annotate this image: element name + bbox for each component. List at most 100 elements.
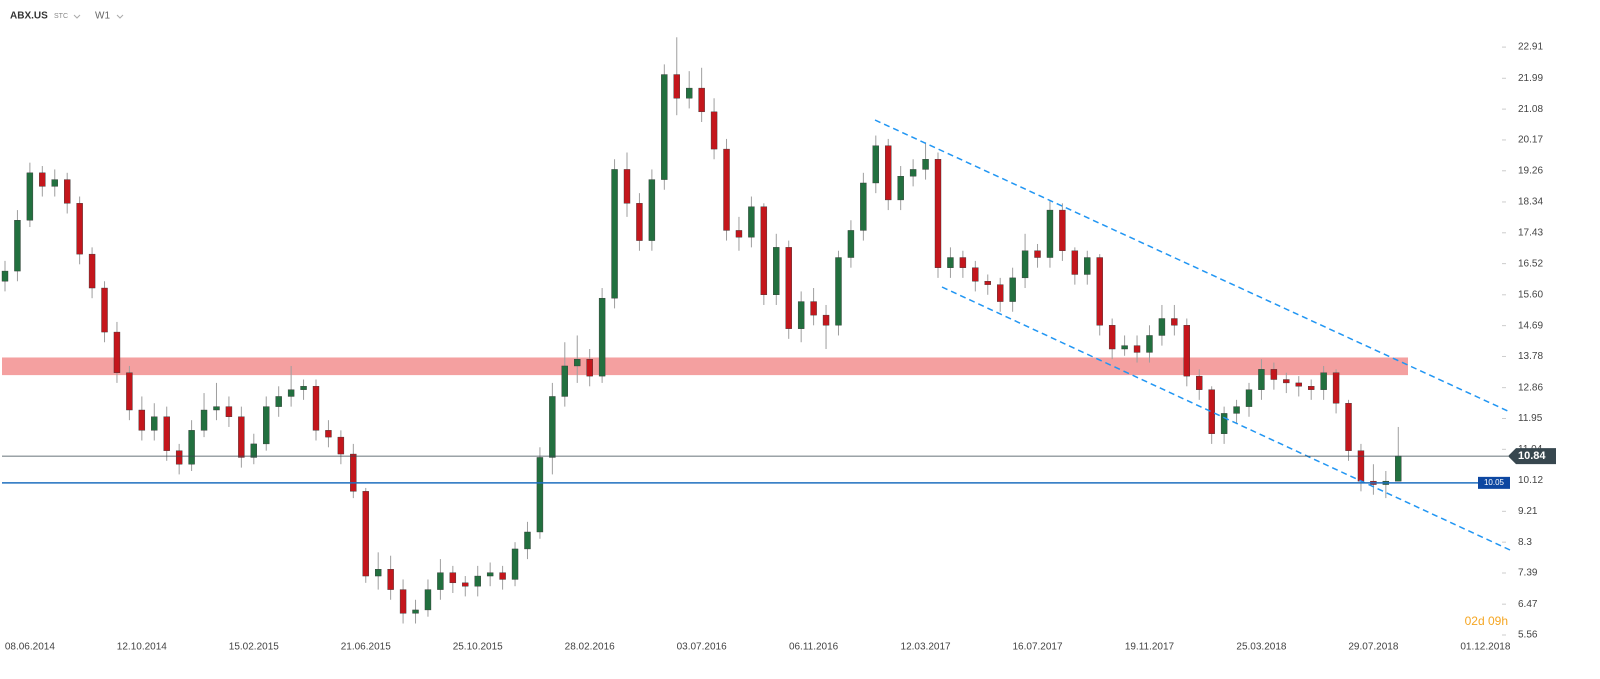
candle-body: [387, 569, 394, 590]
level-badge: [1478, 476, 1510, 489]
last-price-badge: [1508, 448, 1556, 465]
interval[interactable]: W1: [95, 11, 110, 22]
candle-body: [486, 572, 494, 577]
candle-body: [1133, 345, 1141, 353]
candle-body: [126, 372, 133, 411]
y-tick-label: 15.60: [1518, 289, 1543, 300]
candle-body: [636, 203, 643, 241]
x-tick-label: 16.07.2017: [1012, 642, 1062, 653]
candle-body: [735, 230, 743, 238]
x-tick-label: 01.12.2018: [1460, 642, 1510, 653]
candle-body: [797, 301, 805, 329]
y-tick-label: 12.86: [1518, 382, 1543, 393]
candle-body: [1233, 406, 1240, 414]
candle-body: [63, 179, 71, 204]
x-tick-label: 06.11.2016: [789, 642, 839, 653]
candle-body: [412, 609, 419, 614]
candle-body: [872, 145, 879, 184]
resistance-zone: [2, 357, 1408, 376]
candle-body: [897, 176, 904, 201]
candle-body: [1121, 345, 1128, 350]
x-tick-label: 08.06.2014: [5, 642, 55, 653]
candle-body: [997, 284, 1004, 302]
candle-body: [511, 548, 519, 580]
candle-body: [860, 182, 867, 231]
candle-body: [760, 206, 768, 296]
candle-body: [474, 575, 481, 587]
candle-body: [785, 247, 792, 329]
candle-body: [213, 406, 220, 411]
candle-body: [972, 267, 979, 282]
candle-body: [847, 230, 855, 258]
candle-body: [1208, 389, 1215, 434]
candle-body: [39, 172, 46, 187]
price-type[interactable]: STC: [54, 13, 68, 20]
candle-body: [250, 443, 258, 458]
candle-body: [748, 206, 755, 238]
candle-body: [275, 396, 282, 407]
candle-body: [312, 386, 320, 431]
candle-body: [1059, 209, 1066, 251]
candle-body: [661, 74, 668, 180]
candle-body: [287, 389, 295, 397]
candle-body: [885, 145, 892, 201]
candle-body: [76, 203, 83, 255]
candle-body: [710, 111, 718, 150]
y-tick-label: 6.47: [1518, 599, 1538, 610]
symbol[interactable]: ABX.US: [10, 11, 48, 22]
candle-body: [524, 531, 531, 550]
candle-body: [26, 172, 34, 221]
candle-body: [1245, 389, 1253, 407]
candle-body: [325, 430, 332, 438]
channel-upper: [874, 119, 1511, 413]
candle-body: [673, 74, 680, 99]
candles-layer: [1, 37, 1402, 624]
x-tick-label: 25.03.2018: [1236, 642, 1286, 653]
candle-body: [163, 416, 170, 451]
candle-body: [549, 396, 556, 458]
candle-body: [362, 491, 369, 577]
candle-body: [1395, 455, 1402, 482]
candle-body: [113, 331, 121, 373]
candle-body: [1171, 318, 1178, 326]
candle-body: [225, 406, 233, 417]
candle-body: [598, 297, 606, 377]
candle-body: [1295, 382, 1302, 387]
x-tick-label: 19.11.2017: [1125, 642, 1175, 653]
dropdown-caret[interactable]: [116, 14, 124, 19]
candle-body: [151, 416, 158, 431]
candle-body: [263, 406, 270, 445]
candle-body: [238, 416, 245, 458]
candle-body: [1307, 386, 1315, 390]
candle-body: [1196, 375, 1203, 390]
candle-body: [14, 220, 21, 272]
candle-body: [101, 287, 108, 333]
candle-body: [586, 358, 593, 377]
candle-body: [1, 270, 9, 282]
y-tick-label: 21.08: [1518, 104, 1543, 115]
candle-body: [947, 257, 954, 268]
candle-body: [1034, 250, 1041, 258]
candle-body: [909, 169, 917, 177]
x-tick-label: 25.10.2015: [453, 642, 503, 653]
candle-body: [1345, 403, 1352, 451]
candle-body: [337, 436, 345, 455]
candle-body: [1332, 372, 1340, 404]
y-tick-label: 19.26: [1518, 165, 1543, 176]
candle-body: [1183, 325, 1191, 377]
candle-body: [399, 589, 407, 614]
candle-body: [723, 148, 730, 231]
y-tick-label: 16.52: [1518, 258, 1543, 269]
y-tick-label: 17.43: [1518, 227, 1543, 238]
candle-body: [934, 159, 942, 268]
candle-body: [437, 572, 444, 590]
y-tick-label: 21.99: [1518, 73, 1543, 84]
y-tick-label: 13.78: [1518, 351, 1543, 362]
axis-layer: 5.566.477.398.39.2110.1211.0411.9512.861…: [5, 42, 1544, 653]
candle-body: [1270, 369, 1278, 380]
dropdown-caret[interactable]: [73, 14, 81, 19]
candle-body: [648, 179, 656, 241]
candle-body: [88, 253, 96, 289]
